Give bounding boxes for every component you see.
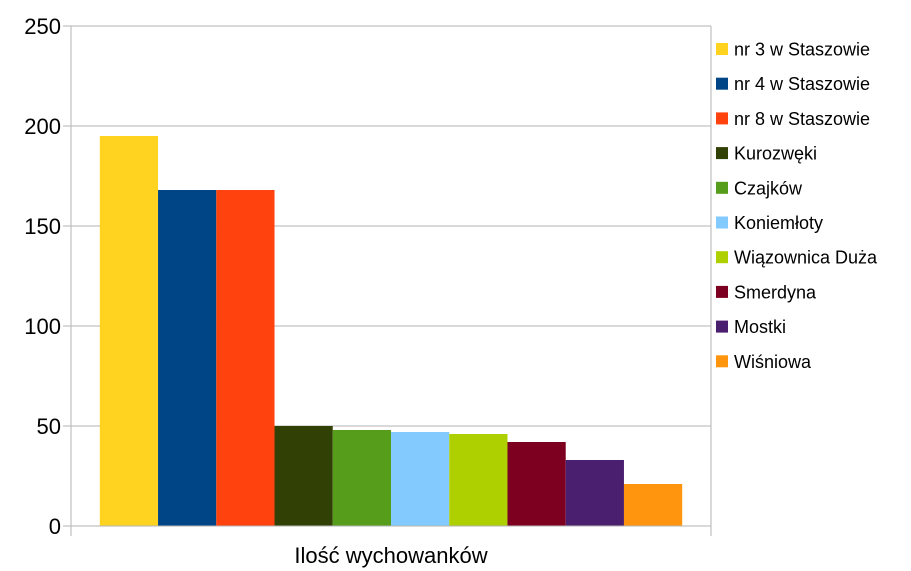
legend-swatch-4 [716,147,728,160]
legend-swatch-2 [716,77,728,90]
bar-7 [449,434,508,526]
bars [99,136,683,526]
bar-10 [623,484,683,526]
legend-label-1: nr 3 w Staszowie [734,40,870,60]
legend-label-10: Wiśniowa [734,352,812,372]
bar-1 [99,136,159,526]
legend-label-7: Wiązownica Duża [734,248,878,268]
legend-item-8: Smerdyna [716,282,817,302]
axes [63,25,712,536]
legend-label-6: Koniemłoty [734,213,823,233]
bar-8 [507,442,566,526]
y-tick-label-150: 150 [24,214,61,239]
legend-swatch-5 [716,181,728,194]
legend-swatch-1 [716,43,728,55]
x-category-label: Ilość wychowanków [294,543,487,568]
legend-item-1: nr 3 w Staszowie [716,40,870,60]
legend-item-3: nr 8 w Staszowie [716,109,870,129]
y-tick-label-0: 0 [49,514,61,539]
y-tick-label-50: 50 [37,414,61,439]
legend-label-8: Smerdyna [734,282,817,302]
y-tick-labels: 0 50 100 150 200 250 [24,14,61,539]
legend-swatch-10 [716,355,728,368]
legend-label-5: Czajków [734,178,803,198]
bar-6 [391,432,450,526]
legend-item-2: nr 4 w Staszowie [716,74,870,94]
legend-item-4: Kurozwęki [716,144,817,164]
legend-swatch-7 [716,251,728,264]
y-tick-label-250: 250 [24,14,61,39]
legend-swatch-3 [716,112,728,125]
bar-4 [274,426,333,526]
legend-item-6: Koniemłoty [716,213,823,233]
bar-9 [565,460,624,526]
legend-item-7: Wiązownica Duża [716,248,878,268]
legend-item-5: Czajków [716,178,803,198]
bar-2 [158,190,217,526]
legend-swatch-9 [716,320,728,333]
legend-label-3: nr 8 w Staszowie [734,109,870,129]
x-category-labels: Ilość wychowanków [294,543,487,568]
bar-5 [332,430,391,526]
legend-label-4: Kurozwęki [734,144,817,164]
legend-item-9: Mostki [716,317,786,337]
bar-3 [216,190,275,526]
legend-swatch-6 [716,216,728,229]
legend-item-10: Wiśniowa [716,352,812,372]
legend-label-9: Mostki [734,317,786,337]
legend: nr 3 w Staszowie nr 4 w Staszowie nr 8 w S… [716,40,878,372]
legend-swatch-8 [716,285,728,298]
legend-label-2: nr 4 w Staszowie [734,74,870,94]
y-tick-label-100: 100 [24,314,61,339]
y-tick-label-200: 200 [24,114,61,139]
